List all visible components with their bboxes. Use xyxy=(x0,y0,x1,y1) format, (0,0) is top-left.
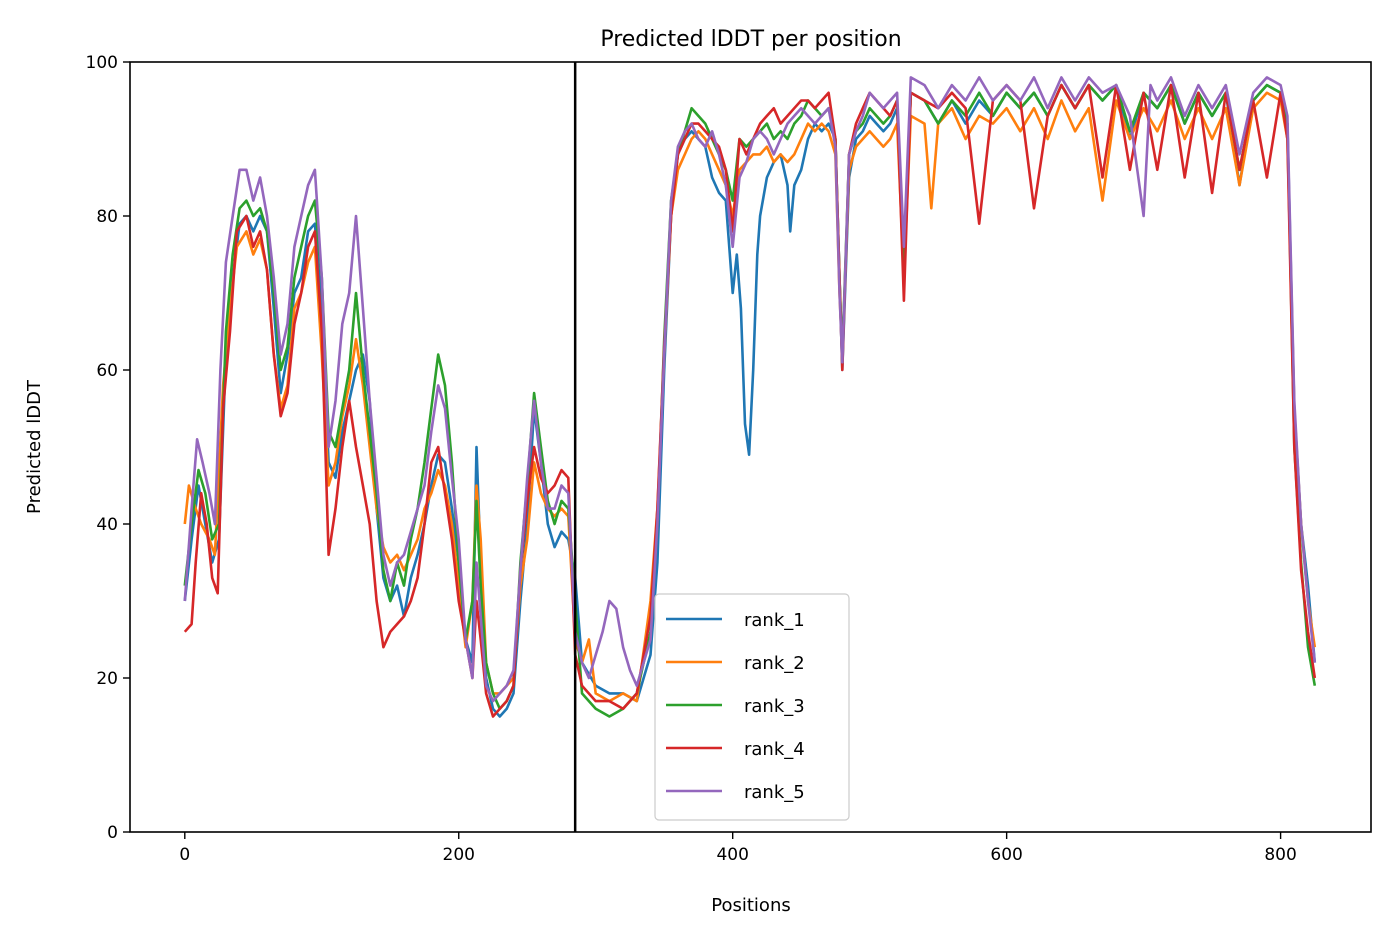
legend-label-rank_2: rank_2 xyxy=(744,653,805,674)
y-tick-label: 60 xyxy=(96,361,118,381)
legend: rank_1 rank_2 rank_3 rank_4 rank_5 xyxy=(654,593,850,821)
y-tick-label: 0 xyxy=(107,823,118,843)
y-axis-label: Predicted lDDT xyxy=(24,379,45,514)
chart-title: Predicted lDDT per position xyxy=(600,27,901,52)
plot-lines xyxy=(183,76,1317,718)
legend-label-rank_1: rank_1 xyxy=(744,610,805,631)
plot-frame xyxy=(129,61,1372,833)
y-tick-label: 40 xyxy=(96,515,118,535)
legend-label-rank_3: rank_3 xyxy=(744,696,805,717)
legend-label-rank_5: rank_5 xyxy=(744,782,805,803)
y-tick-label: 100 xyxy=(86,53,118,73)
y-tick-label: 20 xyxy=(96,669,118,689)
x-tick-label: 0 xyxy=(179,845,190,865)
y-tick-label: 80 xyxy=(96,207,118,227)
series-line-rank_5 xyxy=(183,76,1317,703)
legend-box xyxy=(654,593,850,821)
x-tick-label: 600 xyxy=(990,845,1022,865)
legend-label-rank_4: rank_4 xyxy=(744,739,805,760)
y-axis-ticks: 0 20 40 60 80 100 xyxy=(86,53,130,843)
x-axis-label: Positions xyxy=(711,895,790,916)
x-tick-label: 400 xyxy=(716,845,748,865)
x-tick-label: 800 xyxy=(1264,845,1296,865)
x-axis-ticks: 0 200 400 600 800 xyxy=(179,832,1297,865)
x-tick-label: 200 xyxy=(443,845,475,865)
